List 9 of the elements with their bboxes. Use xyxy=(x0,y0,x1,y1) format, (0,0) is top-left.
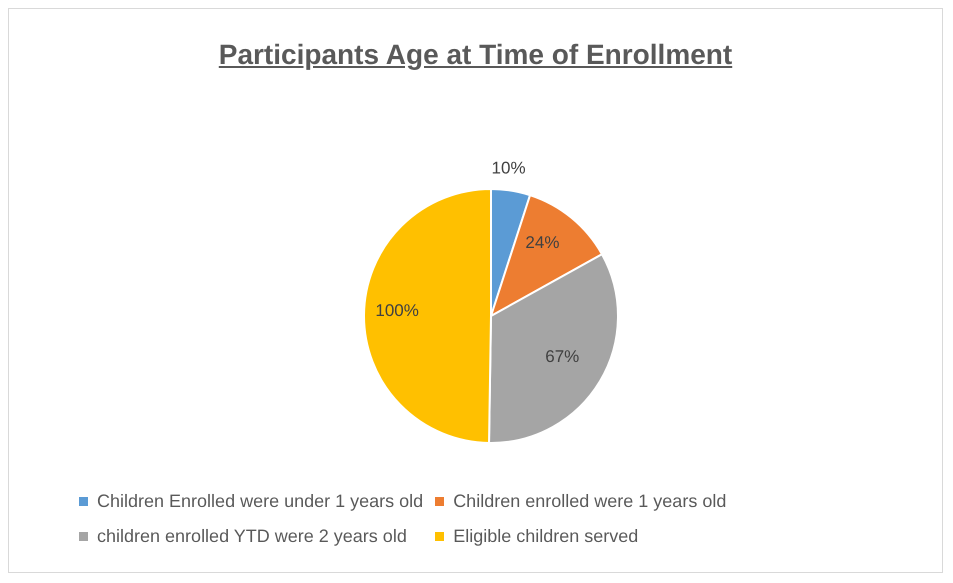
data-label: 10% xyxy=(492,158,526,178)
legend-label: Children Enrolled were under 1 years old xyxy=(97,491,424,512)
chart-title: Participants Age at Time of Enrollment xyxy=(218,39,734,71)
data-label: 100% xyxy=(375,300,419,320)
legend-label: Children enrolled were 1 years old xyxy=(453,491,726,512)
legend-label: children enrolled YTD were 2 years old xyxy=(97,526,407,547)
data-label: 67% xyxy=(545,347,580,366)
legend-label: Eligible children served xyxy=(453,526,638,547)
data-label: 24% xyxy=(525,232,560,252)
